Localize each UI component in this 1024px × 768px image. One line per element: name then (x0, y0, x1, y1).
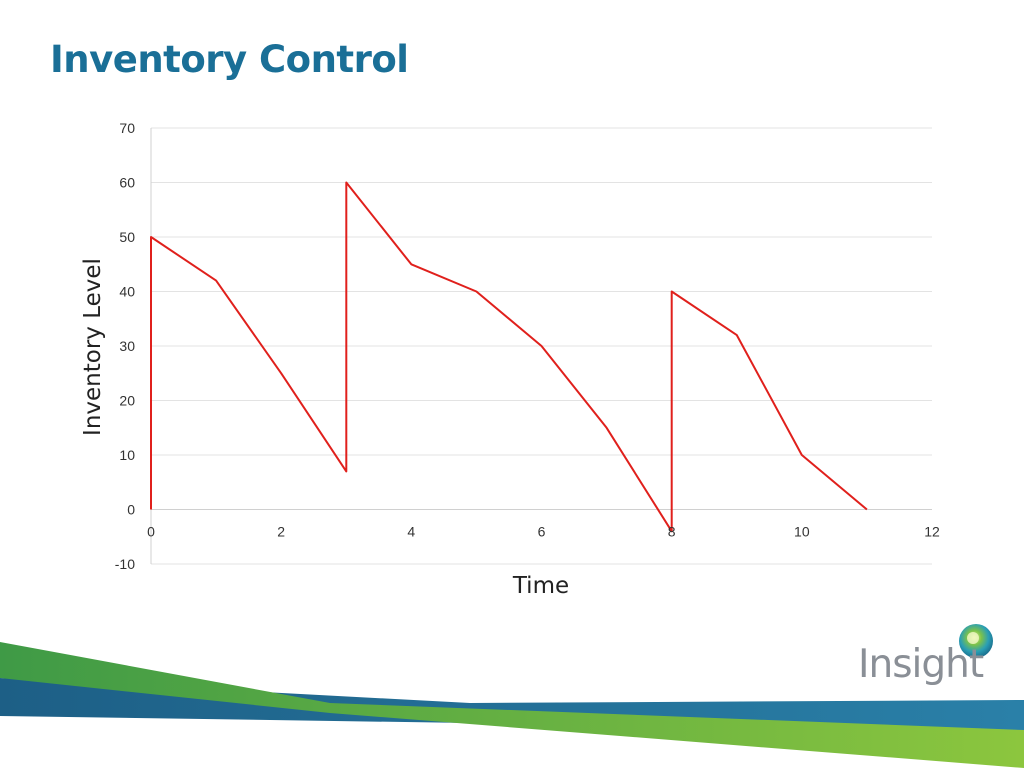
x-tick-label: 6 (538, 524, 546, 540)
y-tick-label: 70 (119, 120, 135, 136)
y-tick-label: 10 (119, 447, 135, 463)
y-tick-labels: -10 0 10 20 30 40 50 60 70 (115, 120, 135, 572)
x-tick-label: 0 (147, 524, 155, 540)
decorative-band (0, 642, 1024, 768)
y-tick-label: 20 (119, 393, 135, 409)
band-green (0, 642, 1024, 768)
inventory-chart: -10 0 10 20 30 40 50 60 70 0 2 4 6 8 10 12 Time Invent… (80, 120, 940, 599)
y-tick-label: 40 (119, 284, 135, 300)
x-tick-label: 2 (277, 524, 285, 540)
y-axis-title: Inventory Level (80, 258, 106, 436)
insight-logo (959, 624, 993, 658)
series-line (150, 181, 868, 533)
y-tick-label: 50 (119, 229, 135, 245)
y-tick-label: -10 (115, 556, 135, 572)
series-layer (150, 181, 868, 533)
x-tick-labels: 0 2 4 6 8 10 12 (147, 524, 940, 540)
y-tick-label: 30 (119, 338, 135, 354)
x-axis-title: Time (512, 573, 569, 599)
x-tick-label: 4 (407, 524, 415, 540)
x-tick-label: 12 (924, 524, 940, 540)
logo-text: Insight (858, 642, 984, 687)
y-tick-label: 0 (127, 502, 135, 518)
x-tick-label: 8 (668, 524, 676, 540)
slide-title: Inventory Control (50, 38, 409, 81)
y-tick-label: 60 (119, 175, 135, 191)
x-tick-label: 10 (794, 524, 810, 540)
